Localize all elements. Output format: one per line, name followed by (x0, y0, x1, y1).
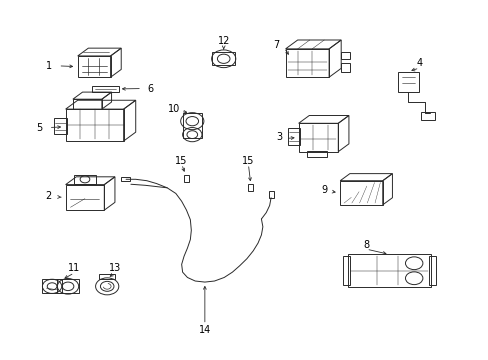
Bar (121, 177, 130, 181)
Text: 1: 1 (45, 61, 52, 71)
Bar (428, 256, 435, 285)
Text: 8: 8 (363, 240, 368, 250)
Text: 13: 13 (109, 263, 121, 273)
Text: 6: 6 (147, 84, 153, 94)
Bar (307, 150, 326, 157)
Text: 9: 9 (321, 185, 326, 195)
Bar (92, 86, 119, 92)
Bar (212, 53, 235, 65)
Bar (268, 192, 274, 198)
Bar (341, 63, 349, 72)
Text: 4: 4 (416, 58, 422, 68)
Text: 15: 15 (174, 156, 186, 166)
Bar (421, 112, 434, 121)
Bar (183, 175, 189, 182)
Bar (182, 113, 202, 138)
Bar (397, 72, 418, 92)
Text: 2: 2 (45, 191, 52, 201)
Bar (74, 175, 95, 184)
Bar (342, 256, 349, 285)
Text: 10: 10 (168, 104, 180, 114)
Text: 5: 5 (36, 122, 42, 132)
Bar (99, 274, 115, 279)
Bar (348, 255, 430, 287)
Bar (57, 279, 79, 293)
Text: 3: 3 (276, 132, 282, 143)
Bar (248, 184, 253, 192)
Text: 15: 15 (242, 156, 254, 166)
Bar (287, 127, 299, 145)
Text: 12: 12 (217, 36, 229, 46)
Text: 11: 11 (68, 263, 81, 273)
Bar (341, 52, 349, 59)
Bar (42, 279, 61, 293)
Bar (53, 118, 67, 134)
Text: 14: 14 (198, 325, 210, 334)
Text: 7: 7 (272, 40, 279, 50)
